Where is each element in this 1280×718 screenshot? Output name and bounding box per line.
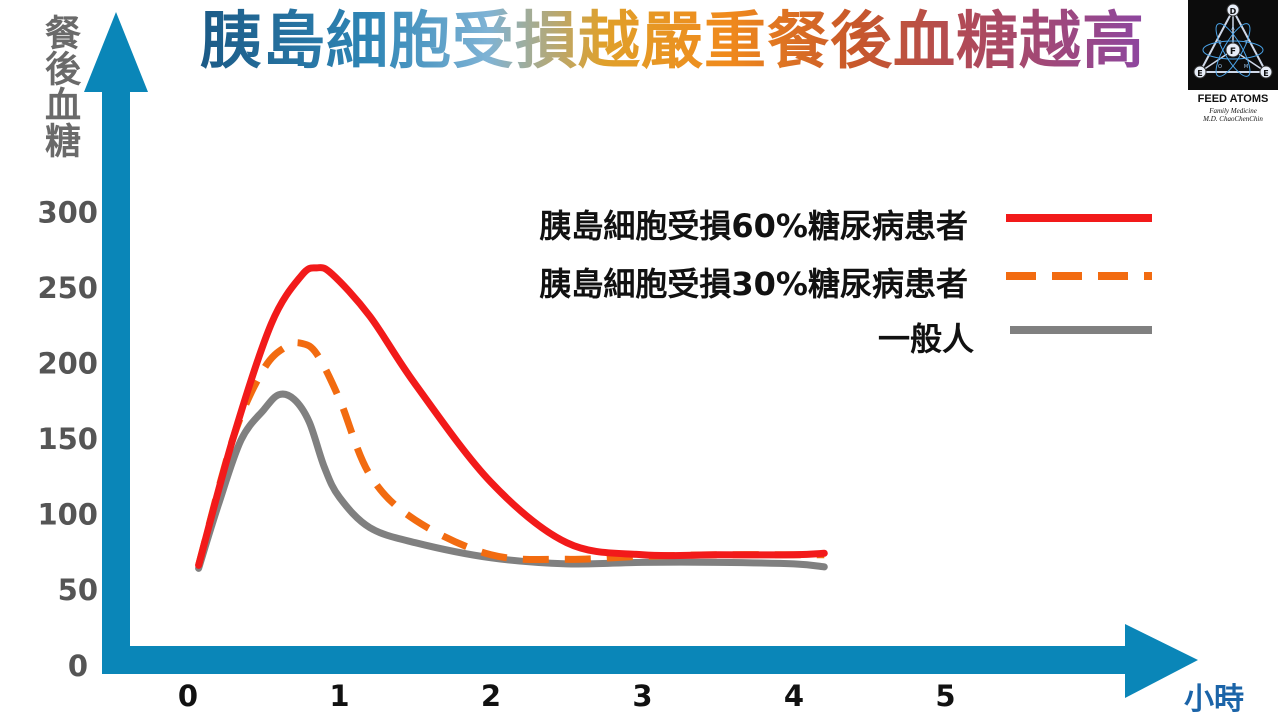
x-tick-label: 3 xyxy=(632,679,652,713)
x-tick-label: 2 xyxy=(481,679,501,713)
x-axis-shaft xyxy=(102,646,1142,674)
logo-letter-e-left: E xyxy=(1197,69,1202,78)
logo-small-a: A xyxy=(1231,26,1235,32)
x-axis-arrowhead xyxy=(1125,624,1198,698)
x-tick-label: 1 xyxy=(329,679,349,713)
x-tick-label: 4 xyxy=(784,679,804,713)
logo-small-m: M xyxy=(1244,64,1248,70)
legend-label-60: 胰島細胞受損60%糖尿病患者 xyxy=(539,207,968,245)
logo-small-o: O xyxy=(1218,64,1222,70)
x-axis xyxy=(102,624,1198,698)
logo-letter-e-right: E xyxy=(1263,69,1268,78)
series-line-normal xyxy=(195,390,828,572)
logo-subtitle-line-1: Family Medicine xyxy=(1209,107,1257,115)
atom-icon: D F E E A T O M S xyxy=(1193,3,1273,79)
logo-emblem: D F E E A T O M S xyxy=(1188,0,1278,90)
series-line-30 xyxy=(195,339,825,567)
y-axis-arrowhead xyxy=(84,12,148,92)
series-lines xyxy=(195,264,828,572)
y-tick-label: 150 xyxy=(37,422,98,456)
logo-name: FEED ATOMS xyxy=(1197,93,1269,105)
y-tick-label: 100 xyxy=(37,498,98,532)
logo-letter-d: D xyxy=(1230,7,1237,16)
logo-subtitle-line-2: M.D. ChaoChenChin xyxy=(1203,115,1263,123)
y-tick-labels: 0 50 100 150 200 250 300 xyxy=(37,196,98,684)
y-axis-shaft xyxy=(102,90,130,670)
legend-label-normal: 一般人 xyxy=(877,320,974,358)
logo-small-t: T xyxy=(1243,40,1248,46)
x-axis-label: 小時 xyxy=(1184,682,1244,717)
x-tick-label: 0 xyxy=(178,679,198,713)
y-axis xyxy=(84,12,148,670)
y-tick-label: 300 xyxy=(37,196,98,230)
y-tick-label: 200 xyxy=(37,347,98,381)
logo-subtitle: Family Medicine M.D. ChaoChenChin xyxy=(1186,107,1280,123)
series-line-60 xyxy=(195,264,828,569)
y-tick-label: 0 xyxy=(68,649,88,683)
x-tick-labels: 0 1 2 3 4 5 xyxy=(178,679,956,713)
x-tick-label: 5 xyxy=(935,679,955,713)
y-tick-label: 50 xyxy=(58,573,98,607)
feed-atoms-logo: D F E E A T O M S FEED ATOMS Family Medi… xyxy=(1186,0,1280,128)
y-tick-label: 250 xyxy=(37,271,98,305)
logo-letter-f: F xyxy=(1230,47,1236,57)
legend-label-30: 胰島細胞受損30%糖尿病患者 xyxy=(539,265,968,303)
logo-small-s: S xyxy=(1218,40,1221,46)
y-axis-label: 餐後血糖 xyxy=(39,14,80,158)
chart-title: 胰島細胞受損越嚴重餐後血糖越高 xyxy=(200,2,1160,82)
legend-swatches xyxy=(1006,214,1152,334)
